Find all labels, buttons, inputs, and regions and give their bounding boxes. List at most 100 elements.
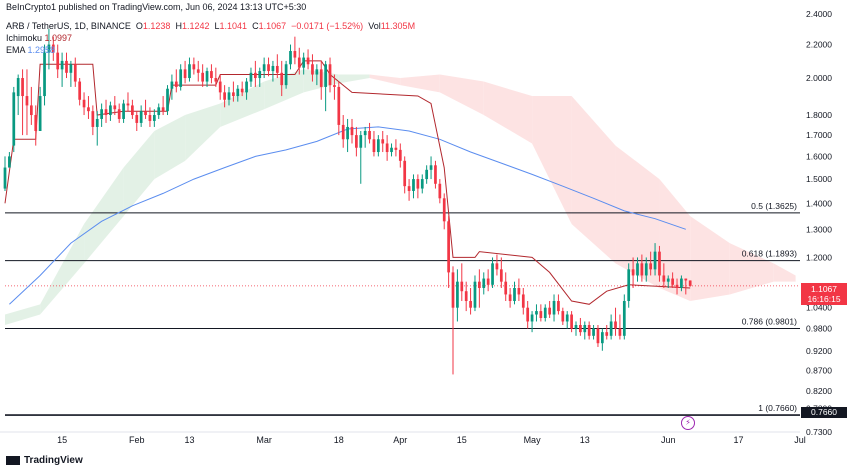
candle-body <box>513 287 516 302</box>
high-label: H <box>175 21 182 31</box>
x-tick-label: 17 <box>734 435 744 445</box>
candle-body <box>561 311 565 322</box>
fib-1-price-tag: 0.7660 <box>801 407 847 418</box>
candle-body <box>376 139 380 153</box>
candle-body <box>407 186 411 191</box>
ichimoku-cloud-segment <box>123 131 155 217</box>
candle-body <box>627 269 631 302</box>
candle-body <box>574 325 578 329</box>
candle-body <box>557 301 560 312</box>
candle-body <box>302 57 306 68</box>
candle-body <box>284 64 288 86</box>
lightning-icon[interactable]: ⚡ <box>681 416 695 430</box>
candle-body <box>262 64 266 72</box>
candle-body <box>201 72 205 82</box>
candle-body <box>297 57 301 68</box>
candle-body <box>438 183 442 199</box>
candle-body <box>311 64 314 75</box>
candle-body <box>258 71 262 79</box>
x-tick-label: 13 <box>580 435 590 445</box>
candle-body <box>535 311 538 315</box>
candle-body <box>469 301 472 308</box>
candle-body <box>447 221 450 273</box>
open-value: 1.1238 <box>142 21 171 31</box>
candle-body <box>653 251 657 270</box>
candle-body <box>359 135 363 148</box>
ichimoku-cloud-segment <box>154 115 186 180</box>
x-tick-label: Jul <box>794 435 806 445</box>
candle-body <box>434 165 437 184</box>
y-tick-label: 1.2000 <box>806 252 832 262</box>
fib-level-label: 0.786 (0.9801) <box>742 317 797 327</box>
symbol-label[interactable]: ARB / TetherUS, 1D, BINANCE <box>6 21 131 31</box>
candle-body <box>680 278 683 288</box>
change-value: −0.0171 (−1.52%) <box>291 21 364 31</box>
x-tick-label: Feb <box>129 435 145 445</box>
candle-body <box>47 44 51 53</box>
candle-body <box>218 81 222 93</box>
candle-body <box>131 105 134 116</box>
candle-body <box>631 269 635 276</box>
candle-body <box>227 92 231 100</box>
candle-body <box>600 332 604 344</box>
candle-body <box>504 281 508 295</box>
volume-label: Vol <box>368 21 381 31</box>
fib-level-label: 1 (0.7660) <box>758 403 797 413</box>
candle-body <box>508 294 512 302</box>
high-value: 1.1242 <box>181 21 210 31</box>
candle-body <box>517 287 521 295</box>
ichimoku-cloud-segment <box>220 81 265 127</box>
ichimoku-legend[interactable]: Ichimoku 1.0997 <box>6 33 72 44</box>
candle-body <box>622 301 626 336</box>
volume-value: 11.305M <box>380 21 416 31</box>
candle-body <box>381 139 385 144</box>
ichimoku-cloud-segment <box>690 216 730 302</box>
y-tick-label: 1.3000 <box>806 224 832 234</box>
y-tick-label: 2.4000 <box>806 9 832 19</box>
candle-body <box>144 111 147 116</box>
candle-body <box>25 96 29 106</box>
candle-body <box>451 272 455 308</box>
candle-body <box>236 88 240 97</box>
ema-label: EMA <box>6 45 26 55</box>
candle-body <box>355 135 358 148</box>
x-tick-label: 18 <box>334 435 344 445</box>
candle-body <box>183 69 187 79</box>
candle-body <box>271 65 275 72</box>
candle-body <box>390 147 393 153</box>
ichimoku-cloud-segment <box>185 103 221 161</box>
fib-level-label: 0.5 (1.3625) <box>751 201 797 211</box>
ohlc-legend: ARB / TetherUS, 1D, BINANCE O1.1238 H1.1… <box>6 21 415 32</box>
candle-body <box>56 52 60 70</box>
candle-body <box>372 139 376 153</box>
candle-body <box>350 126 354 136</box>
candle-body <box>429 165 433 170</box>
y-tick-label: 0.9200 <box>806 346 832 356</box>
candle-body <box>148 115 152 121</box>
candle-body <box>324 64 327 87</box>
open-label: O <box>135 21 143 31</box>
candle-body <box>495 263 499 270</box>
x-tick-label: May <box>524 435 542 445</box>
x-tick-label: Apr <box>393 435 407 445</box>
candle-body <box>587 325 591 336</box>
candle-body <box>267 64 270 72</box>
candle-body <box>636 263 639 276</box>
candle-body <box>205 71 209 82</box>
ema-legend[interactable]: EMA 1.2958 <box>6 45 55 56</box>
ema-value: 1.2958 <box>27 45 56 55</box>
candle-body <box>605 332 609 336</box>
y-tick-label: 1.7000 <box>806 130 832 140</box>
candle-body <box>232 92 235 97</box>
current-price-tag: 1.1067 16:16:15 <box>801 283 847 305</box>
candle-body <box>179 69 183 87</box>
candle-body <box>161 107 165 112</box>
brand-name: TradingView <box>24 455 83 466</box>
candle-body <box>644 263 648 276</box>
candle-body <box>658 251 661 276</box>
ichimoku-cloud-segment <box>439 74 484 116</box>
candle-body <box>113 105 117 110</box>
candle-body <box>486 278 490 285</box>
ichimoku-cloud-segment <box>369 74 401 86</box>
